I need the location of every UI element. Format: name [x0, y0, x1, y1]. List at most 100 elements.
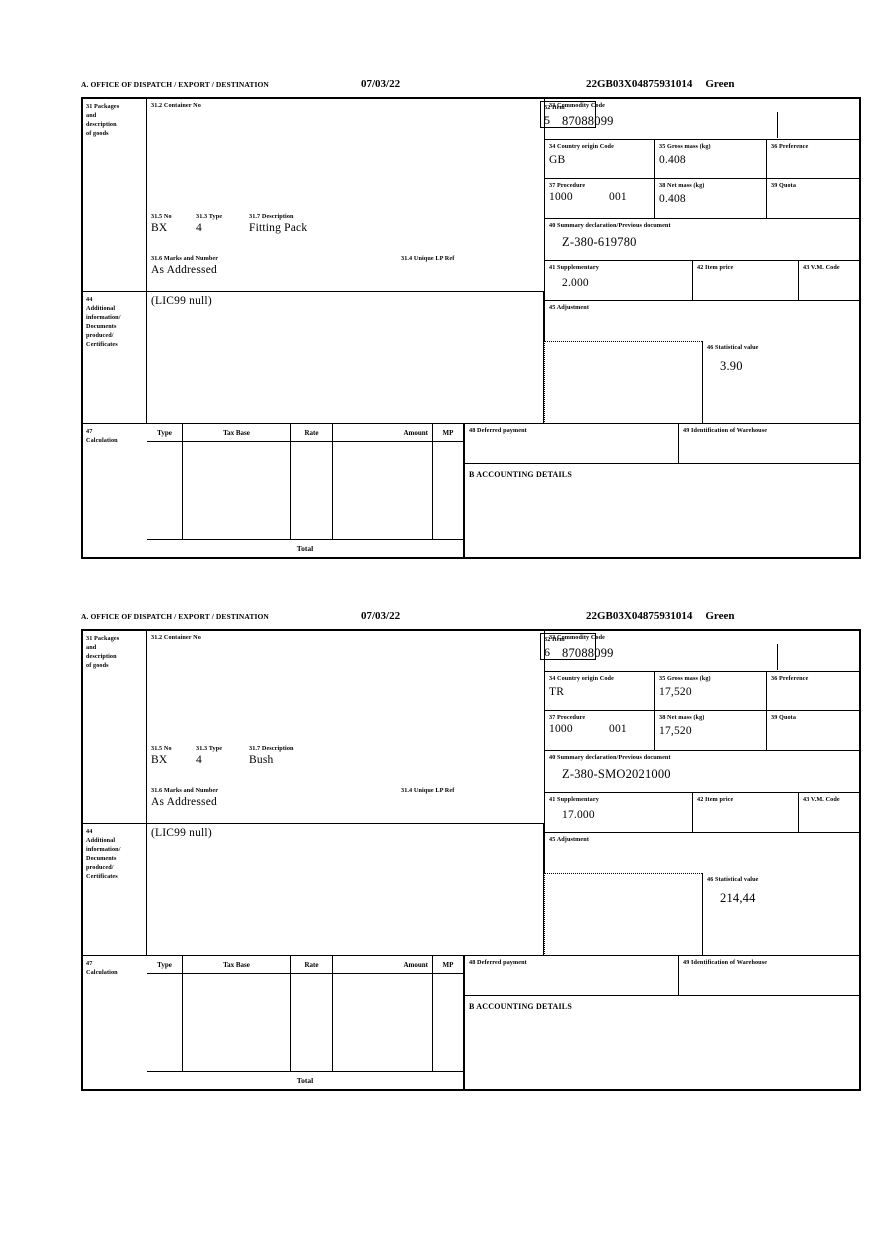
box-43-vm-code[interactable]: 43 V.M. Code — [799, 261, 861, 301]
box-31-6-marks-value: As Addressed — [151, 264, 217, 276]
box-44-value: (LIC99 null) — [151, 827, 212, 839]
box-41-supplementary[interactable]: 41 Supplementary 2.000 — [544, 261, 693, 301]
form-header: A. OFFICE OF DISPATCH / EXPORT / DESTINA… — [81, 78, 861, 99]
box-32-item-label: 32 Item — [544, 104, 565, 111]
box-41-supplementary[interactable]: 41 Supplementary 17.000 — [544, 793, 693, 833]
box-31-5-no-label: 31.5 No — [151, 745, 172, 752]
form-body: 31 Packages and description of goods 44 … — [81, 631, 861, 1091]
box-46-value: 3.90 — [720, 358, 743, 373]
calc-header-rate: Rate — [291, 424, 332, 442]
box-40-value: Z-380-SMO2021000 — [562, 766, 671, 781]
box-42-item-price[interactable]: 42 Item price — [693, 261, 799, 301]
box-31-packages-description[interactable]: 31.2 Container No 32 Item 5 31.5 No 31.3… — [147, 99, 596, 292]
box-31-6-marks-label: 31.6 Marks and Number — [151, 787, 219, 794]
box-41-label: 41 Supplementary — [549, 264, 599, 271]
box-39-quota[interactable]: 39 Quota — [767, 179, 861, 219]
box-34-country-origin-code[interactable]: 34 Country origin Code GB — [544, 140, 655, 179]
header-date: 07/03/22 — [361, 610, 401, 622]
box-42-value — [693, 805, 798, 807]
box-36-value — [767, 152, 861, 154]
box-40-value: Z-380-619780 — [562, 234, 637, 249]
box-48-label: 48 Deferred payment — [469, 959, 527, 966]
box-35-value: 0.408 — [659, 153, 686, 166]
box-47-calculation-table[interactable]: Type Tax Base Rate Amount MP Total — [147, 424, 464, 557]
box-48-deferred-payment[interactable]: 48 Deferred payment — [464, 956, 679, 996]
box-33-value: 87088099 — [562, 645, 614, 660]
box-34-label: 34 Country origin Code — [549, 143, 614, 150]
box-31-3-type-value: 4 — [196, 754, 202, 766]
header-reference: 22GB03X04875931014 Green — [586, 78, 734, 90]
calc-header-mp: MP — [433, 956, 463, 974]
sad-form-item-5: A. OFFICE OF DISPATCH / EXPORT / DESTINA… — [81, 78, 861, 559]
box-39-value — [767, 723, 861, 725]
calc-total-row: Total — [147, 539, 464, 557]
box-37-procedure[interactable]: 37 Procedure 1000 001 — [544, 711, 655, 751]
box-31-stub-line-1: 31 Packages — [86, 635, 120, 642]
box-b-accounting-details[interactable]: B ACCOUNTING DETAILS — [464, 464, 861, 557]
box-40-summary-declaration[interactable]: 40 Summary declaration/Previous document… — [544, 219, 861, 261]
box-38-label: 38 Net mass (kg) — [659, 714, 705, 721]
calc-total-label: Total — [296, 1076, 314, 1085]
box-35-value: 17,520 — [659, 685, 692, 698]
box-34-country-origin-code[interactable]: 34 Country origin Code TR — [544, 672, 655, 711]
box-41-value: 2.000 — [562, 276, 589, 289]
box-39-quota[interactable]: 39 Quota — [767, 711, 861, 751]
box-32-item[interactable]: 32 Item 5 — [540, 101, 596, 128]
box-45-value — [545, 313, 861, 315]
box-35-gross-mass[interactable]: 35 Gross mass (kg) 0.408 — [655, 140, 767, 179]
calc-column-mp: MP — [433, 956, 464, 1071]
box-34-value: TR — [549, 685, 565, 698]
box-44-stub-line-3: information/ — [86, 313, 121, 321]
calc-header-tax-base: Tax Base — [183, 956, 290, 974]
box-44-additional-information[interactable]: (LIC99 null) — [147, 292, 544, 424]
box-35-gross-mass[interactable]: 35 Gross mass (kg) 17,520 — [655, 672, 767, 711]
box-42-label: 42 Item price — [697, 796, 734, 803]
box-49-value — [679, 436, 861, 438]
form-body: 31 Packages and description of goods 44 … — [81, 99, 861, 559]
box-49-identification-of-warehouse[interactable]: 49 Identification of Warehouse — [679, 424, 861, 464]
box-38-net-mass[interactable]: 38 Net mass (kg) 17,520 — [655, 711, 767, 751]
box-43-vm-code[interactable]: 43 V.M. Code — [799, 793, 861, 833]
box-31-package-row: 31.5 No 31.3 Type 31.7 Description BX 4 … — [151, 213, 531, 238]
box-33-commodity-code[interactable]: 33 Commodity Code 87088099 — [544, 631, 861, 672]
box-31-7-description-label: 31.7 Description — [249, 213, 294, 220]
box-44-stub-line-2: Additional — [86, 304, 116, 312]
box-33-label: 33 Commodity Code — [549, 102, 606, 109]
box-36-preference[interactable]: 36 Preference — [767, 672, 861, 711]
box-42-value — [693, 273, 798, 275]
box-31-4-lp-ref-label: 31.4 Unique LP Ref — [401, 787, 455, 794]
box-b-accounting-details[interactable]: B ACCOUNTING DETAILS — [464, 996, 861, 1089]
box-b-value — [465, 479, 861, 481]
box-45-adjustment[interactable]: 45 Adjustment — [544, 301, 861, 341]
box-37-procedure[interactable]: 37 Procedure 1000 001 — [544, 179, 655, 219]
box-42-item-price[interactable]: 42 Item price — [693, 793, 799, 833]
box-47-stub: 47 Calculation — [83, 956, 147, 1089]
box-44-stub-line-4: Documents — [86, 322, 117, 330]
box-40-summary-declaration[interactable]: 40 Summary declaration/Previous document… — [544, 751, 861, 793]
box-47-stub-line-1: 47 — [86, 960, 93, 967]
box-40-label: 40 Summary declaration/Previous document — [549, 754, 671, 761]
box-45-label: 45 Adjustment — [549, 304, 589, 311]
box-31-packages-description[interactable]: 31.2 Container No 32 Item 6 31.5 No 31.3… — [147, 631, 596, 824]
calc-header-rate: Rate — [291, 956, 332, 974]
box-31-5-no-value: BX — [151, 754, 168, 766]
header-reference-number: 22GB03X04875931014 — [586, 610, 693, 622]
box-49-identification-of-warehouse[interactable]: 49 Identification of Warehouse — [679, 956, 861, 996]
box-45-adjustment[interactable]: 45 Adjustment — [544, 833, 861, 873]
box-41-label: 41 Supplementary — [549, 796, 599, 803]
box-48-deferred-payment[interactable]: 48 Deferred payment — [464, 424, 679, 464]
box-47-calculation-table[interactable]: Type Tax Base Rate Amount MP Total — [147, 956, 464, 1089]
box-45-label: 45 Adjustment — [549, 836, 589, 843]
box-32-item[interactable]: 32 Item 6 — [540, 633, 596, 660]
box-39-value — [767, 191, 861, 193]
box-46-statistical-value[interactable]: 46 Statistical value 214,44 — [702, 873, 861, 956]
box-46-label: 46 Statistical value — [707, 876, 759, 883]
box-46-label: 46 Statistical value — [707, 344, 759, 351]
box-44-additional-information[interactable]: (LIC99 null) — [147, 824, 544, 956]
box-33-commodity-code[interactable]: 33 Commodity Code 87088099 — [544, 99, 861, 140]
box-46-statistical-value[interactable]: 46 Statistical value 3.90 — [702, 341, 861, 424]
box-36-preference[interactable]: 36 Preference — [767, 140, 861, 179]
box-47-stub: 47 Calculation — [83, 424, 147, 557]
box-38-net-mass[interactable]: 38 Net mass (kg) 0.408 — [655, 179, 767, 219]
